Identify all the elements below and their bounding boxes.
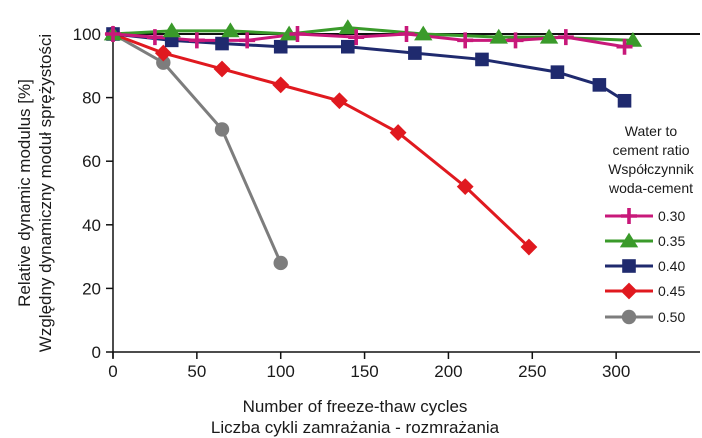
x-tick-label: 200 [434,362,462,381]
legend-marker-045 [620,282,638,300]
y-tick-label: 20 [82,279,101,298]
series-line-050 [112,32,283,264]
data-point-045 [213,60,231,78]
data-point-045 [520,238,538,256]
data-point-040 [215,36,229,51]
x-axis-title: Number of freeze-thaw cycles [243,397,468,416]
data-point-040 [550,65,565,79]
legend-marker-030 [621,208,637,224]
data-point-045 [456,178,474,196]
data-point-045 [154,44,172,62]
data-point-035 [489,28,508,44]
legend: Water to cement ratio Współczynnik woda-cem… [605,123,695,325]
legend-title: Współczynnik [608,161,695,177]
legend-marker-050 [621,309,637,325]
axes: 0 50 100 150 200 250 300 0 20 40 60 80 100 Number of … [15,25,700,437]
data-point-040 [341,39,355,54]
x-tick-label: 0 [108,362,117,381]
data-point-035 [338,19,357,35]
data-point-035 [414,25,433,41]
series-markers [103,19,643,271]
x-tick-label: 150 [350,362,378,381]
data-point-050 [214,122,230,137]
data-point-035 [539,28,559,44]
data-point-035 [221,22,240,38]
data-point-030 [398,26,415,42]
data-point-050 [273,255,288,271]
legend-title: woda-cement [608,180,693,196]
x-tick-label: 50 [187,362,206,381]
data-point-030 [557,29,574,46]
legend-label: 0.40 [658,258,685,274]
y-axis-title: Relative dynamic modulus [%] [15,79,34,307]
y-tick-label: 40 [82,216,101,235]
data-point-040 [408,46,422,60]
data-point-030 [289,26,306,42]
legend-label: 0.30 [658,208,685,224]
x-tick-label: 250 [518,362,546,381]
data-point-030 [146,29,163,46]
data-point-040 [617,93,632,108]
data-point-040 [273,39,288,54]
data-point-030 [616,38,633,55]
data-point-045 [389,124,407,141]
data-point-040 [475,52,489,67]
data-point-035 [162,22,181,38]
data-point-030 [457,32,474,49]
x-tick-label: 100 [267,362,295,381]
data-point-030 [188,32,205,49]
data-point-045 [272,76,290,94]
data-point-045 [331,92,348,110]
x-tick-label: 300 [602,362,630,381]
data-point-035 [623,31,643,47]
y-tick-label: 100 [73,25,101,44]
y-tick-label: 0 [92,343,101,362]
legend-title: Water to [625,123,678,139]
data-point-030 [105,26,121,42]
data-point-030 [507,32,524,49]
data-point-050 [156,55,171,70]
data-point-040 [592,78,607,92]
legend-title: cement ratio [612,142,689,158]
data-point-035 [279,25,299,41]
data-point-030 [348,29,365,46]
legend-label: 0.35 [658,233,685,249]
y-tick-label: 60 [82,152,101,171]
legend-label: 0.45 [658,283,685,299]
legend-marker-040 [622,259,636,273]
x-axis-title-pl: Liczba cykli zamrażania - rozmrażania [211,418,500,437]
y-axis-title-pl: Względny dynamiczny moduł sprężystości [36,34,55,352]
data-point-030 [239,32,256,49]
y-tick-label: 80 [82,89,101,108]
legend-label: 0.50 [658,309,685,325]
series-line-045 [112,32,530,249]
legend-marker-035 [619,232,639,248]
